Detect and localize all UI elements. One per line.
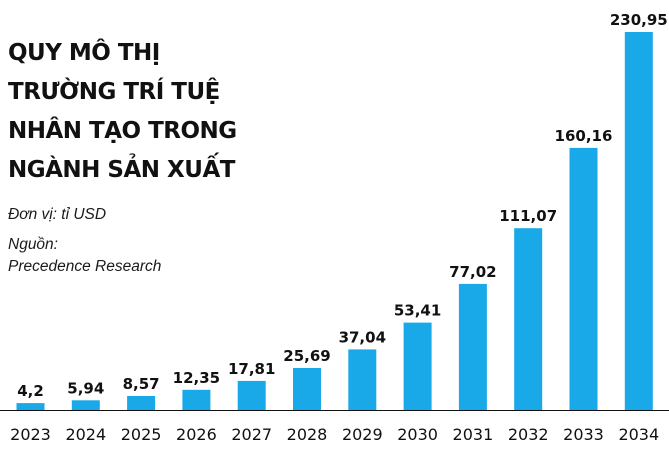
bar-2025 (127, 396, 156, 410)
bar-2027 (237, 380, 266, 410)
title-line-2: TRƯỜNG TRÍ TUỆ (8, 79, 220, 105)
value-label-2031: 77,02 (449, 263, 496, 281)
x-tick-2026: 2026 (176, 425, 217, 444)
x-tick-2033: 2033 (563, 425, 604, 444)
bar-2026 (182, 389, 211, 410)
value-label-2034: 230,95 (610, 11, 668, 29)
title-line-1: QUY MÔ THỊ (8, 40, 160, 66)
value-label-2032: 111,07 (499, 207, 557, 225)
x-tick-labels-group: 2023 2024 2025 2026 2027 2028 2029 2030 2031 2032… (10, 425, 659, 444)
title-line-3: NHÂN TẠO TRONG (8, 118, 237, 144)
source-label: Nguồn: (8, 236, 58, 253)
source-name: Precedence Research (8, 258, 162, 275)
bar-2024 (71, 400, 100, 410)
bars-group (16, 32, 653, 410)
x-tick-2023: 2023 (10, 425, 51, 444)
x-tick-2032: 2032 (508, 425, 549, 444)
value-label-2033: 160,16 (555, 127, 613, 145)
x-tick-2025: 2025 (121, 425, 162, 444)
value-label-2024: 5,94 (67, 379, 104, 397)
title-line-4: NGÀNH SẢN XUẤT (8, 157, 235, 183)
x-tick-2031: 2031 (453, 425, 494, 444)
x-tick-2028: 2028 (287, 425, 328, 444)
value-label-2028: 25,69 (283, 347, 330, 365)
x-tick-2029: 2029 (342, 425, 383, 444)
bar-2032 (514, 228, 543, 410)
bar-2030 (403, 322, 432, 410)
bar-2029 (348, 349, 377, 410)
value-label-2029: 37,04 (339, 328, 386, 346)
x-tick-2024: 2024 (65, 425, 106, 444)
bar-2028 (293, 368, 321, 410)
x-tick-2034: 2034 (618, 425, 659, 444)
value-label-2025: 8,57 (123, 375, 160, 393)
chart-title: QUY MÔ THỊ TRƯỜNG TRÍ TUỆ NHÂN TẠO TRONG… (8, 34, 237, 190)
unit-note: Đơn vị: tỉ USD (8, 206, 107, 223)
value-label-2030: 53,41 (394, 302, 441, 320)
x-tick-2030: 2030 (397, 425, 438, 444)
bar-2031 (458, 283, 487, 410)
value-label-2027: 17,81 (228, 360, 275, 378)
bar-2033 (569, 147, 598, 410)
bar-2034 (624, 32, 653, 410)
value-label-2023: 4,2 (17, 382, 44, 400)
value-labels-group: 4,2 5,94 8,57 12,35 17,81 25,69 37,04 53,41 77,0… (17, 11, 668, 400)
value-label-2026: 12,35 (173, 369, 220, 387)
bar-2023 (16, 403, 45, 410)
x-tick-2027: 2027 (231, 425, 272, 444)
